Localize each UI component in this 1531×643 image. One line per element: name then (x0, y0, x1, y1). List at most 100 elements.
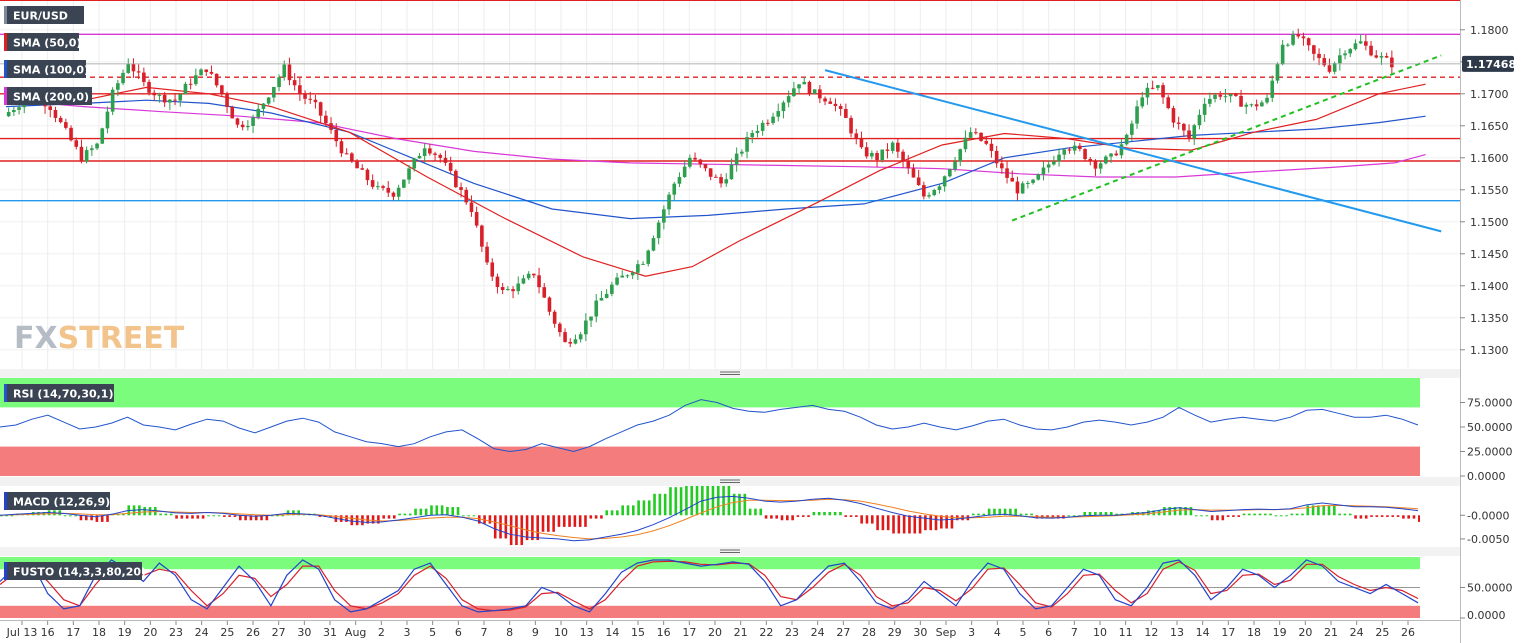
macd-bar (865, 515, 869, 524)
macd-bar (552, 515, 555, 532)
candle-body (381, 186, 385, 188)
macd-bar (584, 515, 587, 527)
macd-bar (1083, 511, 1087, 516)
macd-bar (786, 515, 789, 521)
macd-bar (716, 486, 720, 516)
macd-bar (557, 515, 561, 527)
candle-body (1140, 97, 1145, 107)
candle-body (662, 209, 666, 223)
date-label: 13 (580, 626, 594, 639)
macd-bar (605, 510, 609, 516)
candle-body (12, 109, 16, 113)
macd-bar (361, 515, 364, 526)
date-label: 29 (888, 626, 902, 639)
macd-bar (568, 515, 571, 527)
candle-body (90, 148, 94, 151)
macd-bar (265, 515, 269, 521)
macd-bar (780, 515, 784, 521)
macd-bar (1364, 515, 1368, 519)
macd-bar (971, 513, 975, 516)
fusto-oversold-zone (0, 605, 1420, 618)
macd-bar (993, 508, 996, 516)
candle-body (563, 332, 567, 342)
candle-body (677, 177, 682, 184)
legend-fusto[interactable]: FUSTO (14,3,3,80,20) (4, 562, 146, 580)
macd-bar (738, 493, 741, 516)
macd-bar (764, 515, 768, 519)
macd-bar (1072, 515, 1076, 517)
macd-bar (488, 515, 492, 524)
rsi-tick-label: 0.0000 (1467, 470, 1506, 483)
candle-body (859, 138, 864, 148)
candle-body (1182, 123, 1186, 131)
candle-body (1093, 160, 1098, 169)
candle-body (194, 75, 198, 85)
legend-rsi[interactable]: RSI (14,70,30,1) (4, 384, 114, 402)
price-label: 1.1550 (1470, 184, 1509, 197)
candle-body (1260, 102, 1264, 107)
macd-bar (106, 515, 109, 522)
date-label: 16 (657, 626, 671, 639)
candle-body (729, 164, 734, 180)
candle-body (698, 159, 703, 165)
candle-body (807, 81, 812, 94)
date-label: 5 (429, 626, 436, 639)
macd-bar (0, 515, 3, 517)
macd-bar (1285, 515, 1288, 517)
candle-body (1254, 104, 1259, 107)
macd-bar (414, 508, 417, 516)
candle-body (838, 106, 843, 109)
macd-bar (685, 486, 688, 516)
macd-bar (929, 515, 933, 531)
candle-body (350, 153, 354, 162)
candle-body (266, 97, 271, 104)
macd-bar (1024, 513, 1028, 516)
macd-bar (1322, 505, 1326, 516)
date-label: 18 (1247, 626, 1261, 639)
macd-bar (541, 515, 545, 532)
candle-body (636, 264, 640, 273)
fusto-k-line (0, 559, 1419, 613)
macd-bar (387, 515, 391, 519)
candle-body (490, 262, 495, 277)
pane-divider-macd[interactable] (0, 477, 1460, 486)
macd-bar (63, 515, 67, 517)
candle-body (438, 154, 443, 158)
date-label: 27 (272, 626, 286, 639)
candle-body (1280, 44, 1285, 65)
candle-body (599, 297, 604, 301)
legend-sma100[interactable]: SMA (100,0) (4, 60, 89, 78)
macd-bar (1359, 515, 1363, 519)
legend-sma200[interactable]: SMA (200,0) (4, 87, 92, 105)
candle-body (719, 177, 723, 184)
candle-body (100, 128, 105, 144)
price-label: 1.1300 (1470, 344, 1509, 357)
legend-sma50[interactable]: SMA (50,0) (4, 33, 81, 51)
candle-body (1005, 168, 1009, 178)
candle-body (641, 263, 645, 265)
candle-body (1046, 164, 1051, 168)
candle-body (1083, 149, 1087, 160)
candle-body (1062, 149, 1067, 155)
pane-divider-rsi[interactable] (0, 369, 1460, 378)
candle-body (833, 103, 838, 107)
macd-bar (191, 515, 194, 519)
macd-bar (180, 515, 184, 519)
candle-body (313, 99, 318, 103)
macd-bar (297, 510, 301, 516)
candle-body (1020, 183, 1025, 194)
candle-body (792, 88, 796, 97)
macd-bar (1205, 515, 1209, 517)
candle-body (506, 289, 510, 291)
candle-body (1026, 182, 1030, 184)
macd-bar (1173, 507, 1177, 516)
macd-bar (849, 515, 853, 517)
legend-macd[interactable]: MACD (12,26,9) (4, 492, 110, 510)
candle-body (402, 179, 406, 188)
candle-body (1332, 63, 1337, 72)
candle-body (469, 202, 474, 213)
candle-body (896, 142, 900, 152)
legend-symbol[interactable]: EUR/USD (4, 6, 84, 24)
pane-divider-fusto[interactable] (0, 547, 1460, 556)
price-pane (0, 1, 1460, 369)
